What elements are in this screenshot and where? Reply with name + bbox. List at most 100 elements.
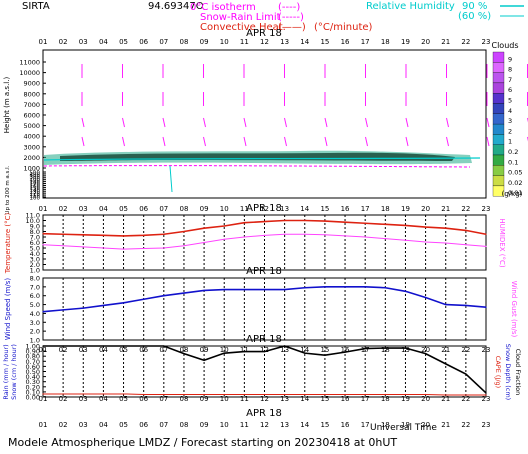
panel4-point (183, 394, 184, 395)
panel1-wind-arrow (447, 137, 449, 146)
panel3-point (42, 311, 43, 312)
forecast-caption: Modele Atmospherique LMDZ / Forecast sta… (8, 436, 397, 449)
bottom-hour-tick-20: 20 (421, 395, 430, 403)
mid-hour-1-tick-16: 16 (341, 205, 350, 213)
panel4-point (203, 394, 204, 395)
panel1-wind-arrow (487, 118, 489, 127)
panel3-point (445, 304, 446, 305)
panel1-wind-arrow (325, 118, 327, 127)
panel1-wind-arrow (325, 137, 327, 146)
mid-hour-1-tick-22: 22 (461, 205, 470, 213)
panel1-wind-arrow (244, 118, 246, 127)
footer-hour-tick-22: 22 (461, 421, 470, 429)
footer-hour-tick-15: 15 (320, 421, 329, 429)
panel3-point (485, 307, 486, 308)
bottom-hour-tick-18: 18 (381, 395, 390, 403)
panel4-point (485, 392, 486, 393)
panel4-point (244, 351, 245, 352)
cloud-scale-label-0.1: 0.1 (508, 158, 518, 166)
panel4-point (385, 347, 386, 348)
panel2-point (405, 240, 406, 241)
top-hour-tick-16: 16 (341, 38, 350, 46)
panel2-point (224, 239, 225, 240)
panel2-point (284, 220, 285, 221)
panel2-point (425, 241, 426, 242)
bottom-hour-tick-09: 09 (200, 395, 209, 403)
footer-hour-tick-16: 16 (341, 421, 350, 429)
footer-hour-tick-17: 17 (361, 421, 370, 429)
panel2-point (63, 245, 64, 246)
panel4-point (344, 352, 345, 353)
panel3-point (365, 286, 366, 287)
panel1-wind-arrow (82, 118, 84, 127)
panel1-ytick-11000: 11000 (19, 59, 40, 67)
panel4-point (304, 353, 305, 354)
panel2-point (365, 223, 366, 224)
panel2-point (365, 236, 366, 237)
panel2-point (485, 234, 486, 235)
panel1-frame (43, 50, 486, 198)
panel4-point (304, 394, 305, 395)
top-hour-tick-22: 22 (461, 38, 470, 46)
panel4-point (42, 393, 43, 394)
panel2-point (123, 249, 124, 250)
panel1-rh-drop (170, 166, 172, 192)
cloud-scale-label-7: 7 (508, 76, 512, 84)
footer-hour-tick-23: 23 (482, 421, 491, 429)
panel3-ylabel-right: Wind Gust (m/s) (510, 281, 518, 338)
panel1-wind-arrow (487, 137, 489, 146)
panel4-point (103, 393, 104, 394)
panel4-ylabel-right-3: Cloud Fraction (514, 349, 522, 396)
panel3-point (123, 302, 124, 303)
panel1-wind-arrow (366, 118, 368, 127)
panel2-ylabel-right: HUMIDEX (°C) (498, 218, 506, 267)
top-hour-tick-14: 14 (300, 38, 309, 46)
mid-hour-1-tick-20: 20 (421, 205, 430, 213)
panel2-point (63, 234, 64, 235)
legend-convective-symbol: (——) (278, 22, 306, 33)
panel1-wind-arrow (406, 118, 408, 127)
panel4-point (83, 345, 84, 346)
top-hour-tick-12: 12 (260, 38, 269, 46)
panel3-ytick-6.0: 6.0 (30, 292, 40, 300)
panel2-point (103, 247, 104, 248)
panel1-wind-arrow (366, 137, 368, 146)
panel4-point (183, 353, 184, 354)
panel2-ylabel: Temperature (°C) (4, 213, 12, 275)
panel1-ylabel: Height (m a.s.l.) (3, 77, 11, 134)
panel1-ytick-9000: 9000 (23, 80, 40, 88)
panel3-ytick-4.0: 4.0 (30, 310, 40, 318)
bottom-hour-tick-15: 15 (320, 395, 329, 403)
panel3-ytick-3.0: 3.0 (30, 319, 40, 327)
panel3-point (465, 305, 466, 306)
panel3-point (405, 291, 406, 292)
footer-hour-tick-03: 03 (79, 421, 88, 429)
mid-hour-1-tick-09: 09 (200, 205, 209, 213)
mid-hour-1-tick-17: 17 (361, 205, 370, 213)
panel1-ytick-4000: 4000 (23, 133, 40, 141)
panel2-point (445, 242, 446, 243)
panel3-ylabel: Wind Speed (m/s) (4, 278, 12, 341)
panel4-point (143, 345, 144, 346)
panel4-point (405, 347, 406, 348)
panel4-point (324, 394, 325, 395)
bottom-hour-tick-22: 22 (461, 395, 470, 403)
mid-hour-1-tick-21: 21 (441, 205, 450, 213)
cloud-scale-swatch-5 (493, 93, 504, 103)
mid-hour-1-tick-19: 19 (401, 205, 410, 213)
panel1-wind-arrow (204, 118, 206, 127)
bottom-hour-tick-08: 08 (179, 395, 188, 403)
panel4-date-bottom: APR 18 (246, 408, 282, 419)
cloud-scale-swatch-2 (493, 124, 504, 134)
panel4-point (465, 394, 466, 395)
top-hour-tick-02: 02 (59, 38, 68, 46)
footer-hour-tick-04: 04 (99, 421, 108, 429)
footer-hour-tick-01: 01 (39, 421, 48, 429)
panel3-point (183, 292, 184, 293)
bottom-hour-tick-21: 21 (441, 395, 450, 403)
panel3-ytick-8.0: 8.0 (30, 275, 40, 283)
legend-convective-unit: (°C/minute) (314, 22, 373, 33)
